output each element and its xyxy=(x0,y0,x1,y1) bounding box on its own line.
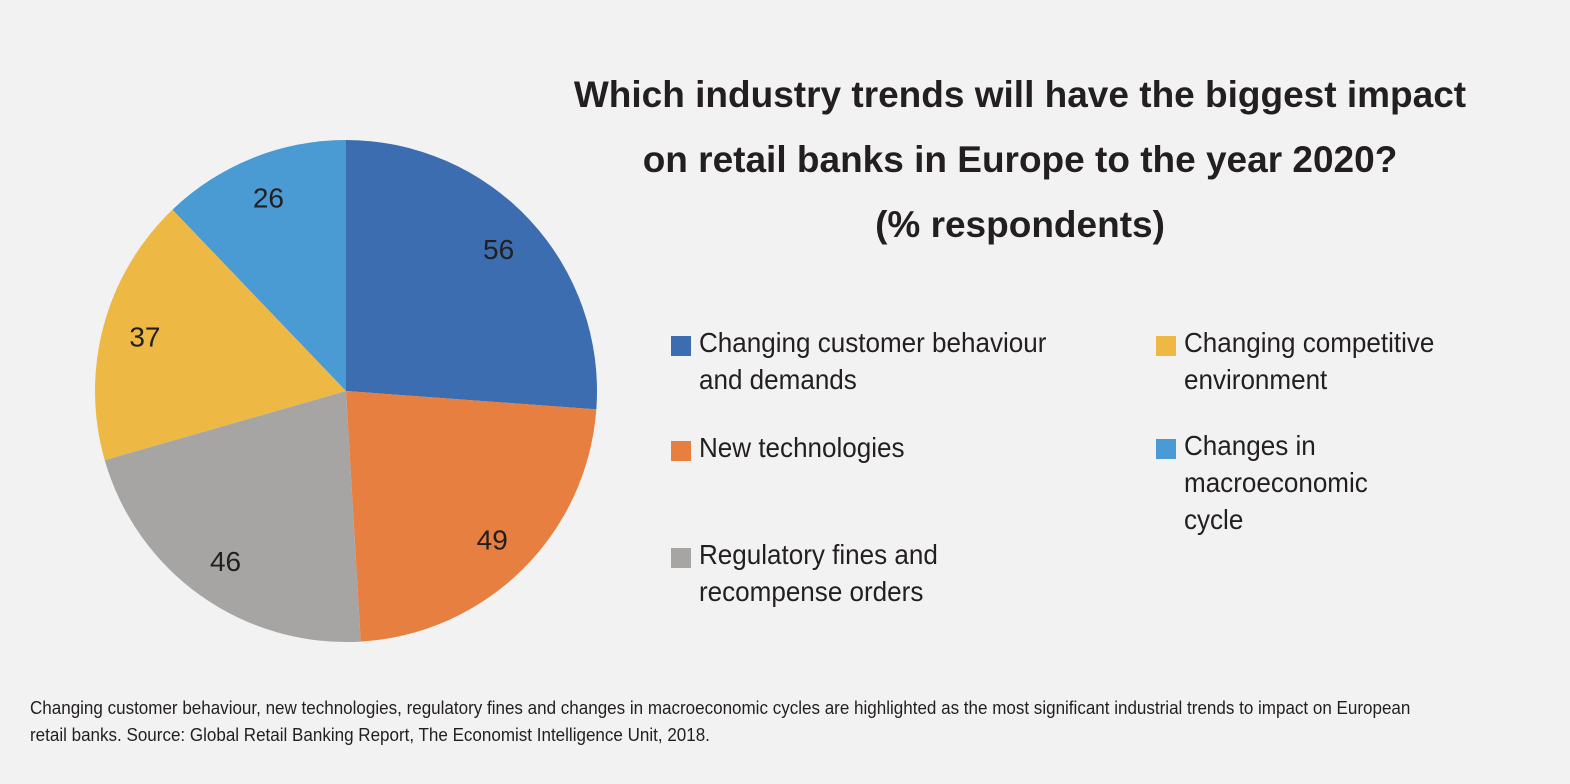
legend-item-customer-behaviour: Changing customer behaviour and demands xyxy=(671,324,1073,398)
data-label: 37 xyxy=(129,322,160,353)
caption: Changing customer behaviour, new technol… xyxy=(30,697,1411,745)
legend-label: Regulatory fines and recompense orders xyxy=(699,539,938,607)
title-line-3: (% respondents) xyxy=(875,204,1165,245)
legend-item-competitive-environment: Changing competitive environment xyxy=(1156,324,1453,398)
legend-label: Changes in macroeconomic cycle xyxy=(1184,430,1368,535)
chart-title: Which industry trends will have the bigg… xyxy=(520,62,1520,257)
pie-slice xyxy=(172,140,346,391)
legend-label: Changing customer behaviour and demands xyxy=(699,327,1047,395)
legend-swatch xyxy=(671,441,691,461)
legend-item-macroeconomic-cycle: Changes in macroeconomic cycle xyxy=(1156,427,1382,538)
legend-label: New technologies xyxy=(699,432,905,463)
pie-slice xyxy=(346,140,598,410)
data-label: 56 xyxy=(483,234,514,265)
legend-swatch xyxy=(1156,336,1176,356)
title-line-1: Which industry trends will have the bigg… xyxy=(573,74,1467,115)
legend-item-regulatory-fines: Regulatory fines and recompense orders xyxy=(671,536,956,610)
pie-chart: 56 49 46 37 26 xyxy=(94,140,598,643)
legend-swatch xyxy=(1156,439,1176,459)
legend-swatch xyxy=(671,336,691,356)
data-label: 46 xyxy=(210,546,241,577)
data-label: 26 xyxy=(253,183,284,214)
pie-slice xyxy=(346,391,597,642)
legend-item-new-technologies: New technologies xyxy=(671,429,920,466)
pie-slice xyxy=(104,391,361,643)
title-line-2: on retail banks in Europe to the year 20… xyxy=(642,139,1398,180)
legend-swatch xyxy=(671,548,691,568)
data-label: 49 xyxy=(477,524,508,555)
pie-slice xyxy=(94,209,346,461)
legend-label: Changing competitive environment xyxy=(1184,327,1435,395)
